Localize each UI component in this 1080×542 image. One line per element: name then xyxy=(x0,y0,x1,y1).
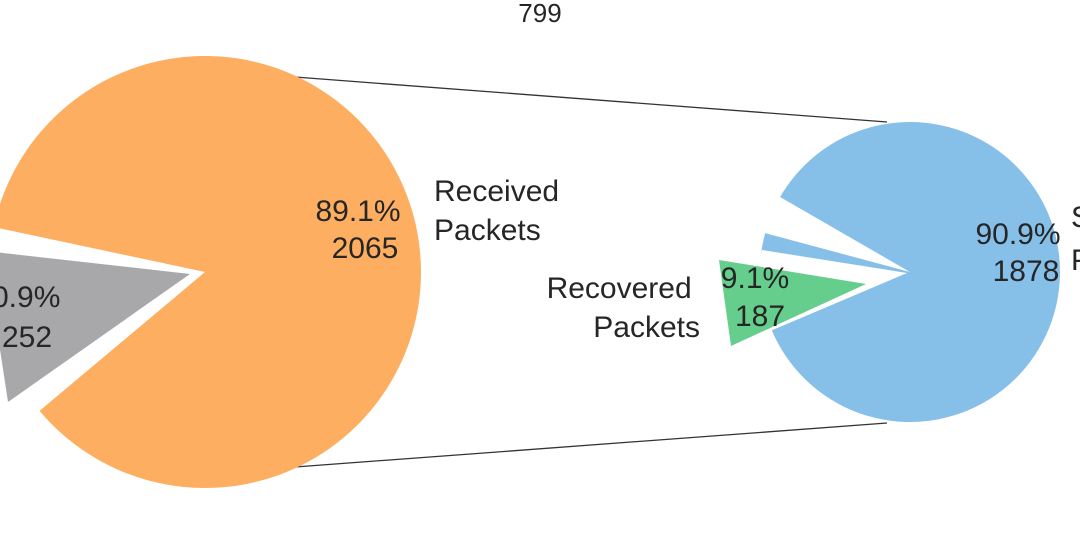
gray-count-label: 252 xyxy=(2,321,52,354)
gray-percent-label: 0.9% xyxy=(0,281,60,314)
blue-percent-label: 90.9% xyxy=(975,218,1060,251)
right-pie xyxy=(719,122,1060,422)
recovered-category-label: Recovered Packets xyxy=(547,272,700,344)
connector-lines xyxy=(294,76,888,468)
gray-slice xyxy=(0,252,190,402)
chart-labels: 799 89.1% 2065 Received Packets 0.9% 252… xyxy=(0,0,1080,354)
left-pie xyxy=(0,56,421,488)
connector-bottom-line xyxy=(294,422,888,468)
recovered-percent-label: 9.1% xyxy=(721,262,789,295)
connector-top-line xyxy=(294,76,888,123)
recovered-packets-slice xyxy=(719,260,866,346)
received-packets-slice xyxy=(0,56,421,488)
recovered-count-label: 187 xyxy=(735,300,785,333)
received-category-label: Received Packets xyxy=(434,175,567,247)
blue-category-fragment-2: P xyxy=(1071,244,1080,277)
received-percent-label: 89.1% xyxy=(315,195,400,228)
received-count-label: 2065 xyxy=(332,232,399,265)
blue-count-label: 1878 xyxy=(993,255,1060,288)
top-value-label: 799 xyxy=(518,0,561,28)
blue-category-fragment-1: S xyxy=(1071,201,1080,234)
blue-slice xyxy=(760,122,1060,422)
